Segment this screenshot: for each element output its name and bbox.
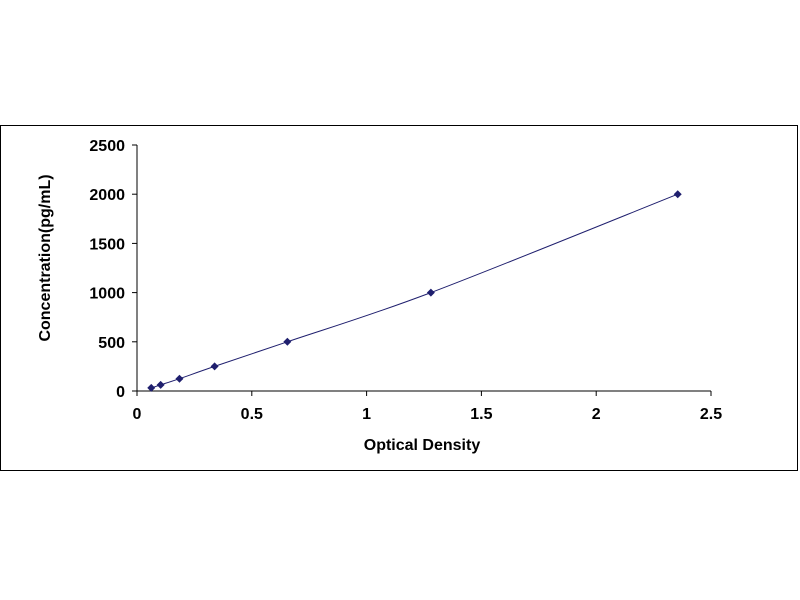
data-point-marker — [210, 362, 219, 371]
data-point-marker — [175, 374, 184, 383]
y-tick-label: 2000 — [89, 187, 125, 204]
data-points — [147, 190, 682, 392]
data-point-marker — [283, 337, 292, 346]
y-tick-label: 0 — [116, 384, 125, 401]
y-tick-label: 1000 — [89, 286, 125, 303]
x-axis-title: Optical Density — [364, 437, 481, 454]
x-tick-label: 0 — [133, 406, 142, 423]
x-tick-label: 2 — [592, 406, 601, 423]
data-point-marker — [147, 383, 156, 392]
x-ticks: 0 0.5 1 1.5 2 2.5 — [133, 391, 722, 423]
data-point-marker — [426, 288, 435, 297]
axes — [136, 145, 711, 392]
x-tick-label: 1 — [362, 406, 371, 423]
y-tick-label: 1500 — [89, 236, 125, 253]
data-point-marker — [673, 190, 682, 199]
y-axis-title: Concentration(pg/mL) — [37, 174, 54, 341]
x-tick-label: 1.5 — [470, 406, 492, 423]
y-tick-label: 2500 — [89, 138, 125, 155]
y-tick-label: 500 — [98, 335, 125, 352]
x-tick-label: 0.5 — [241, 406, 263, 423]
x-tick-label: 2.5 — [700, 406, 722, 423]
data-point-marker — [156, 380, 165, 389]
y-ticks: 0 500 1000 1500 2000 2500 — [89, 138, 137, 401]
trendline — [151, 193, 678, 389]
chart-frame — [0, 125, 798, 471]
